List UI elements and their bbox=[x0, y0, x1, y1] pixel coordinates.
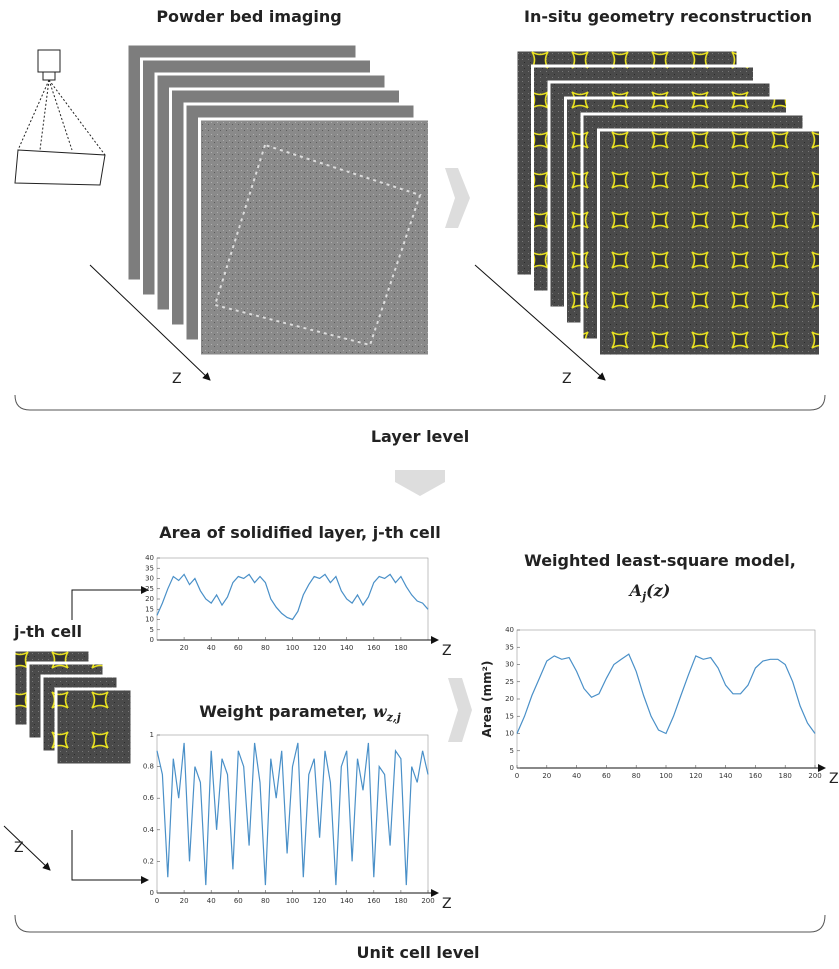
sheet bbox=[599, 130, 821, 356]
connector bbox=[72, 590, 148, 620]
y-tick-label: 0.8 bbox=[143, 763, 154, 771]
x-tick-label: 80 bbox=[261, 644, 270, 652]
y-tick-label: 20 bbox=[145, 595, 154, 603]
chart-title: Weight parameter, wz,j bbox=[199, 702, 400, 724]
y-tick-label: 10 bbox=[505, 730, 514, 738]
y-tick-label: 1 bbox=[150, 731, 154, 739]
y-tick-label: 35 bbox=[145, 564, 154, 572]
x-axis-label: Z bbox=[442, 896, 452, 912]
sheet bbox=[200, 119, 430, 356]
z-label: Z bbox=[562, 371, 572, 387]
x-tick-label: 20 bbox=[180, 644, 189, 652]
y-tick-label: 20 bbox=[505, 695, 514, 703]
y-tick-label: 15 bbox=[145, 605, 154, 613]
x-tick-label: 160 bbox=[367, 644, 380, 652]
x-tick-label: 0 bbox=[515, 772, 519, 780]
y-tick-label: 0 bbox=[150, 636, 154, 644]
cell-stack bbox=[14, 650, 132, 765]
right-title: In-situ geometry reconstruction bbox=[524, 7, 812, 26]
y-tick-label: 0.2 bbox=[143, 857, 154, 865]
x-tick-label: 20 bbox=[542, 772, 551, 780]
title-text: Weight parameter, bbox=[199, 702, 367, 721]
y-tick-label: 5 bbox=[510, 747, 514, 755]
x-tick-label: 120 bbox=[313, 644, 326, 652]
bracket bbox=[15, 915, 825, 932]
plot-box bbox=[517, 630, 815, 768]
camera-icon bbox=[15, 50, 105, 185]
y-tick-label: 40 bbox=[145, 554, 154, 562]
z-label: Z bbox=[14, 840, 24, 856]
caption: Unit cell level bbox=[356, 943, 479, 962]
x-tick-label: 0 bbox=[155, 897, 159, 905]
x-tick-label: 40 bbox=[207, 897, 216, 905]
chart-title-math: Aj(z) bbox=[628, 581, 671, 603]
cell-label: j-th cell bbox=[13, 622, 82, 641]
chart-title: Weighted least-square model, bbox=[524, 551, 796, 570]
left-title: Powder bed imaging bbox=[156, 7, 341, 26]
x-tick-label: 60 bbox=[602, 772, 611, 780]
caption: Layer level bbox=[371, 427, 469, 446]
y-tick-label: 0 bbox=[150, 889, 154, 897]
y-tick-label: 30 bbox=[145, 575, 154, 583]
bracket bbox=[15, 395, 825, 410]
x-tick-label: 180 bbox=[779, 772, 792, 780]
x-tick-label: 140 bbox=[340, 644, 353, 652]
z-axis bbox=[4, 826, 50, 870]
image-stack bbox=[127, 44, 430, 356]
x-tick-label: 160 bbox=[749, 772, 762, 780]
y-tick-label: 5 bbox=[150, 626, 154, 634]
y-tick-label: 10 bbox=[145, 616, 154, 624]
chart-title: Area of solidified layer, j-th cell bbox=[159, 523, 440, 542]
x-axis-label: Z bbox=[829, 771, 839, 787]
x-tick-label: 140 bbox=[719, 772, 732, 780]
reconstruction-stack bbox=[516, 50, 821, 356]
x-tick-label: 60 bbox=[234, 897, 243, 905]
y-axis-label: Area (mm²) bbox=[480, 661, 494, 738]
y-tick-label: 40 bbox=[505, 626, 514, 634]
figure: Powder bed imaging Z In-situ geometry re… bbox=[0, 0, 839, 965]
symbol: w bbox=[373, 702, 388, 721]
x-tick-label: 120 bbox=[313, 897, 326, 905]
plot-box bbox=[157, 558, 428, 640]
x-tick-label: 100 bbox=[286, 644, 299, 652]
x-tick-label: 140 bbox=[340, 897, 353, 905]
y-tick-label: 25 bbox=[505, 678, 514, 686]
x-tick-label: 40 bbox=[572, 772, 581, 780]
y-tick-label: 30 bbox=[505, 661, 514, 669]
y-tick-label: 25 bbox=[145, 585, 154, 593]
sheet bbox=[56, 689, 132, 765]
x-tick-label: 100 bbox=[286, 897, 299, 905]
y-tick-label: 0 bbox=[510, 764, 514, 772]
y-tick-label: 15 bbox=[505, 712, 514, 720]
title-text: Area of solidified layer, j-th cell bbox=[159, 523, 440, 542]
x-tick-label: 180 bbox=[394, 644, 407, 652]
x-tick-label: 40 bbox=[207, 644, 216, 652]
arrow-right bbox=[448, 678, 472, 742]
symbol: A bbox=[628, 581, 642, 600]
x-tick-label: 120 bbox=[689, 772, 702, 780]
x-tick-label: 200 bbox=[421, 897, 434, 905]
x-tick-label: 100 bbox=[659, 772, 672, 780]
x-tick-label: 200 bbox=[808, 772, 821, 780]
arrow-down bbox=[395, 470, 445, 496]
x-tick-label: 80 bbox=[261, 897, 270, 905]
title-text: Weighted least-square model, bbox=[524, 551, 796, 570]
x-tick-label: 80 bbox=[632, 772, 641, 780]
arrow-right bbox=[445, 168, 470, 228]
y-tick-label: 35 bbox=[505, 643, 514, 651]
connector bbox=[72, 830, 148, 880]
argument: (z) bbox=[646, 581, 670, 600]
z-label: Z bbox=[172, 371, 182, 387]
x-tick-label: 60 bbox=[234, 644, 243, 652]
x-axis-label: Z bbox=[442, 643, 452, 659]
y-tick-label: 0.6 bbox=[143, 794, 155, 802]
subscript: z,j bbox=[386, 711, 401, 724]
x-tick-label: 180 bbox=[394, 897, 407, 905]
x-tick-label: 160 bbox=[367, 897, 380, 905]
x-tick-label: 20 bbox=[180, 897, 189, 905]
y-tick-label: 0.4 bbox=[143, 826, 155, 834]
